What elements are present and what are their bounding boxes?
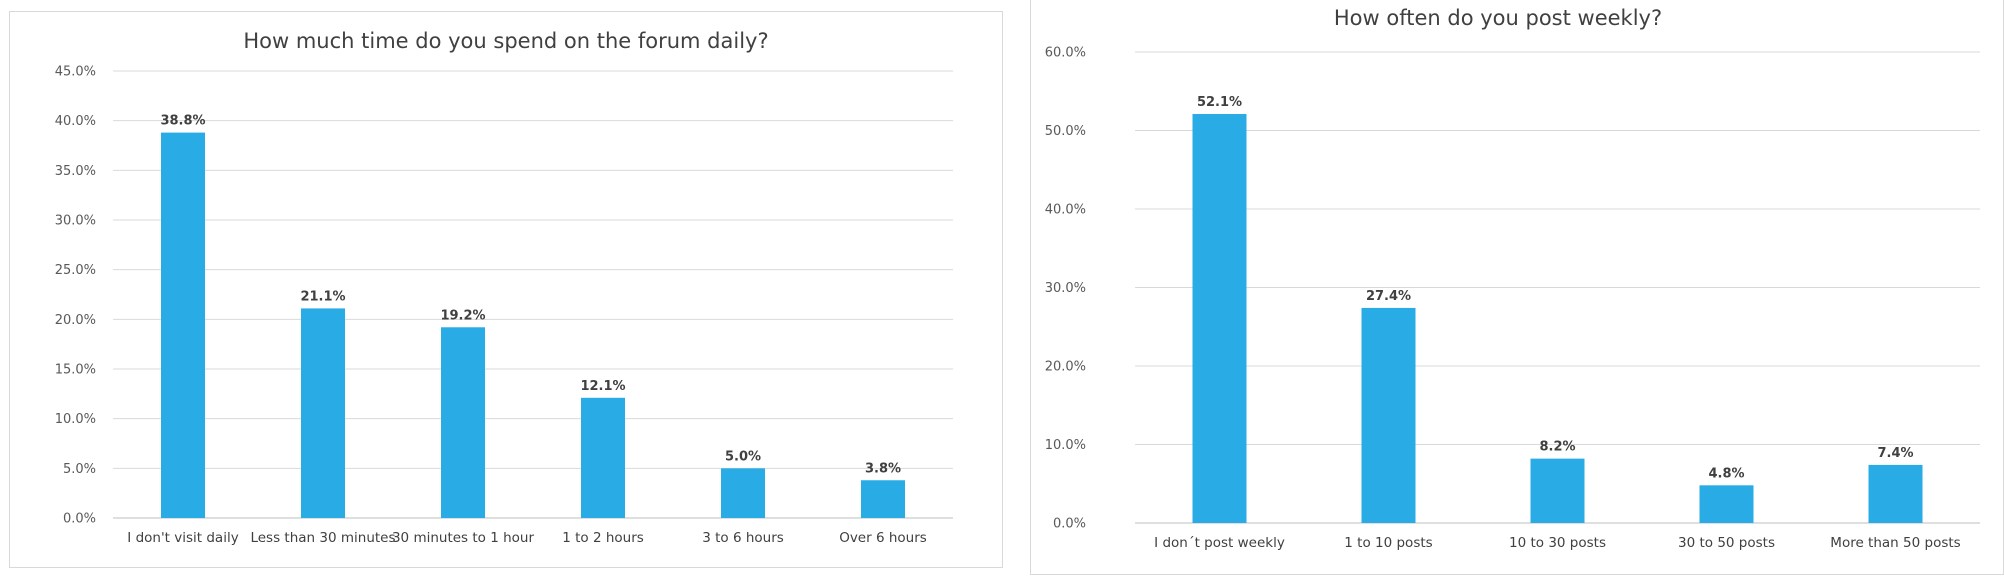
y-tick-label: 30.0% — [1045, 281, 1086, 296]
x-tick-label: More than 50 posts — [1830, 535, 1960, 551]
x-tick-label: 3 to 6 hours — [702, 530, 784, 546]
x-tick-label: 30 to 50 posts — [1678, 535, 1775, 551]
y-tick-label: 0.0% — [1053, 517, 1086, 532]
bar — [441, 327, 485, 518]
bar — [161, 132, 205, 518]
x-tick-label: Less than 30 minutes — [250, 530, 395, 546]
bar — [1530, 458, 1585, 523]
data-label: 7.4% — [1877, 446, 1913, 461]
chart-panel-daily-time: How much time do you spend on the forum … — [9, 11, 1003, 568]
y-tick-label: 20.0% — [1045, 360, 1086, 375]
chart-title: How often do you post weekly? — [1334, 6, 1662, 30]
data-label: 8.2% — [1539, 440, 1575, 455]
data-label: 19.2% — [440, 308, 485, 323]
y-tick-label: 10.0% — [55, 412, 96, 427]
y-tick-label: 40.0% — [55, 114, 96, 129]
data-label: 4.8% — [1708, 466, 1744, 481]
y-tick-label: 50.0% — [1045, 124, 1086, 139]
y-tick-label: 60.0% — [1045, 46, 1086, 61]
y-tick-label: 45.0% — [55, 65, 96, 80]
data-label: 52.1% — [1197, 95, 1242, 110]
data-label: 38.8% — [160, 114, 205, 129]
x-tick-label: 1 to 2 hours — [562, 530, 644, 546]
chart-title: How much time do you spend on the forum … — [243, 29, 768, 53]
bar — [1361, 307, 1416, 523]
y-tick-label: 5.0% — [63, 462, 96, 477]
bar — [581, 397, 625, 518]
y-tick-label: 25.0% — [55, 263, 96, 278]
bar — [861, 480, 905, 518]
y-tick-label: 35.0% — [55, 164, 96, 179]
y-tick-label: 40.0% — [1045, 203, 1086, 218]
bar — [721, 468, 765, 518]
chart-panel-weekly-posts: How often do you post weekly? 0.0% 10.0% 2… — [1030, 0, 2004, 575]
x-tick-label: 30 minutes to 1 hour — [392, 530, 535, 546]
y-tick-label: 30.0% — [55, 214, 96, 229]
bar — [1192, 114, 1247, 523]
data-label: 3.8% — [865, 461, 901, 476]
chart-daily-time: How much time do you spend on the forum … — [55, 29, 953, 546]
y-tick-label: 20.0% — [55, 313, 96, 328]
y-tick-label: 0.0% — [63, 512, 96, 527]
y-tick-label: 15.0% — [55, 363, 96, 378]
bar — [301, 308, 345, 518]
x-tick-label: I don´t post weekly — [1154, 535, 1285, 551]
bar — [1699, 485, 1754, 523]
x-tick-label: Over 6 hours — [839, 530, 927, 546]
data-label: 27.4% — [1366, 289, 1411, 304]
y-tick-label: 10.0% — [1045, 438, 1086, 453]
data-label: 5.0% — [725, 449, 761, 464]
data-label: 21.1% — [300, 289, 345, 304]
data-label: 12.1% — [580, 379, 625, 394]
x-tick-label: 1 to 10 posts — [1344, 535, 1432, 551]
chart-weekly-posts: How often do you post weekly? 0.0% 10.0% 2… — [1045, 6, 1980, 551]
x-tick-label: 10 to 30 posts — [1509, 535, 1606, 551]
x-tick-label: I don't visit daily — [127, 530, 238, 546]
bar — [1868, 464, 1923, 523]
